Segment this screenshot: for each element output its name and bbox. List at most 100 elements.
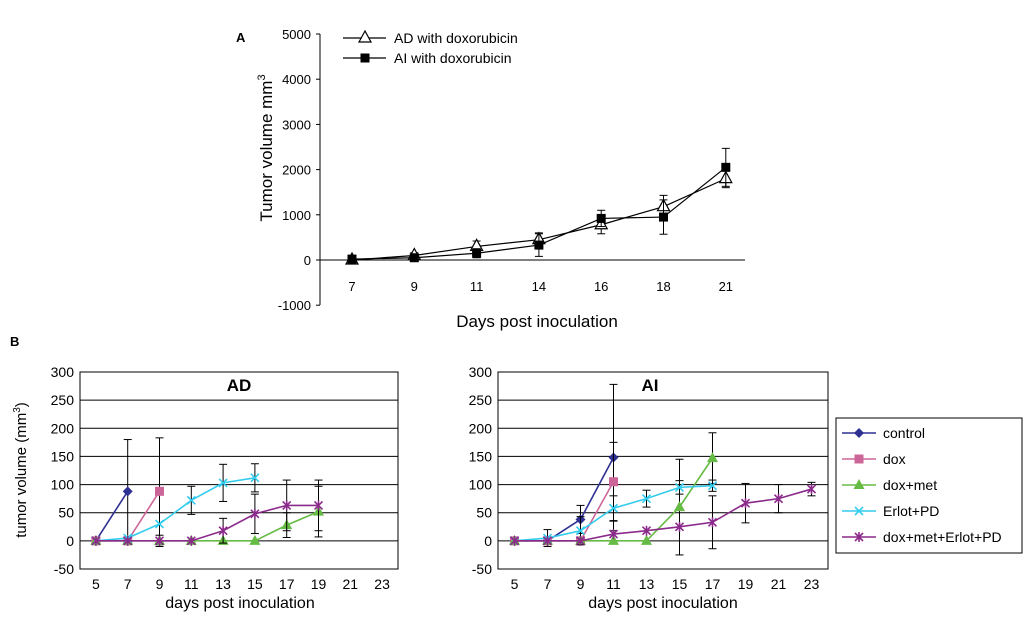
panel-ai-series-line-2 — [514, 481, 615, 542]
panel-ad-x-tick-label: 7 — [124, 576, 132, 592]
panel-ad-x-tick-label: 13 — [215, 576, 231, 592]
panel-ad-y-tick-label: 150 — [51, 448, 75, 464]
panel-ai-data-point — [641, 525, 652, 536]
panel-ai-x-tick-label: 21 — [771, 576, 787, 592]
panel-ai-y-tick-label: 200 — [469, 420, 493, 436]
panel-a-data-point — [534, 240, 544, 250]
panel-a-y-tick-label: 5000 — [282, 27, 311, 42]
panel-ai-data-point — [806, 484, 817, 495]
panel-ad-x-tick-label: 17 — [279, 576, 295, 592]
panel-ai-data-point — [674, 501, 685, 512]
panel-ad-y-tick-label: 200 — [51, 420, 75, 436]
panel-ad-y-tick-label: 0 — [66, 533, 74, 549]
panel-a-data-point — [347, 254, 357, 264]
panel-ai-x-tick-label: 13 — [639, 576, 655, 592]
panel-ai-data-point — [608, 503, 619, 513]
panel-ai-x-tick-label: 15 — [672, 576, 688, 592]
panel-ai-series-line-1 — [514, 457, 615, 542]
panel-ai-y-tick-label: 0 — [484, 533, 492, 549]
legend-label-4: Erlot+PD — [883, 503, 939, 519]
panel-ad-data-point — [154, 519, 165, 529]
panel-a-legend-label: AI with doxorubicin — [394, 50, 512, 66]
panel-ad-x-tick-label: 23 — [374, 576, 390, 592]
panel-ai-data-point — [674, 482, 685, 492]
panel-ad-data-point — [186, 535, 196, 546]
legend-marker-1 — [854, 428, 864, 438]
panel-ad-data-point — [154, 535, 165, 546]
panel-a-x-tick-label: 7 — [348, 279, 355, 294]
panel-ai-x-tick-label: 9 — [577, 576, 585, 592]
panel-ad-y-tick-label: 300 — [51, 364, 75, 380]
panel-ai-x-tick-label: 17 — [705, 576, 721, 592]
panel-b-legend: control dox dox+met Erlot+PD dox+met+Erlot+P… — [835, 417, 1023, 554]
panel-ai-data-point — [641, 534, 652, 545]
panel-ai-data-point — [707, 517, 718, 528]
legend-marker-4 — [854, 506, 864, 516]
panel-ad-data-point — [122, 486, 133, 497]
panel-ai-plot-area — [497, 371, 829, 570]
panel-ai-x-tick-label: 19 — [738, 576, 754, 592]
panel-ad-y-tick-label: 50 — [58, 505, 74, 521]
panel-a-data-point — [659, 212, 668, 222]
panel-ad-title: AD — [227, 376, 252, 395]
panel-ad-data-point — [218, 525, 228, 536]
panel-ad-data-point — [250, 508, 260, 519]
legend-marker-3 — [853, 479, 865, 489]
panel-a-x-tick-label: 11 — [470, 279, 484, 294]
panel-a-data-point — [472, 248, 482, 258]
legend-marker-2 — [854, 454, 864, 464]
panel-ai-data-point — [575, 535, 586, 546]
panel-ai-y-tick-label: 150 — [469, 448, 493, 464]
panel-ad-data-point — [186, 495, 196, 505]
panel-ad-x-tick-label: 11 — [184, 576, 199, 592]
panel-ai-data-point — [674, 521, 685, 532]
legend-label-5: dox+met+Erlot+PD — [883, 529, 1002, 545]
panel-a-data-point — [409, 253, 419, 263]
panel-a-data-point — [721, 162, 731, 172]
legend-marker-5 — [854, 532, 864, 542]
panel-ad-series-line-1 — [95, 490, 129, 542]
panel-ad-y-tick-label: 100 — [51, 477, 75, 493]
panel-ai-data-point — [773, 493, 784, 504]
panel-a-x-axis-title: Days post inoculation — [456, 312, 618, 331]
panel-ai-data-point — [707, 452, 718, 463]
panel-ai-y-tick-label: 300 — [469, 364, 493, 380]
panel-a-legend-marker — [360, 53, 370, 63]
panel-ai-data-point — [509, 535, 520, 546]
panel-ai-data-point — [608, 529, 619, 540]
panel-a-y-tick-label: 3000 — [282, 117, 311, 132]
panel-b-ad: -50 0 50 100 150 200 250 300 5 7 9 11 13 15 17 19 21 23 A… — [12, 364, 399, 612]
panel-ad-series-line-4 — [95, 477, 256, 542]
panel-a-x-tick-label: 18 — [656, 279, 670, 294]
panel-a-x-tick-label: 21 — [719, 279, 733, 294]
panel-label-a: A — [236, 30, 246, 45]
panel-ai-y-tick-label: 50 — [476, 505, 492, 521]
panel-ad-x-tick-label: 21 — [343, 576, 359, 592]
panel-a-legend-label: AD with doxorubicin — [394, 30, 518, 46]
panel-ai-data-point — [608, 534, 619, 545]
panel-ad-data-point — [218, 478, 228, 488]
panel-ai-y-tick-label: -50 — [472, 561, 492, 577]
panel-ad-plot-area — [79, 371, 399, 570]
panel-a: A -1000 0 1000 2000 3000 4000 5000 7 9 11 14 16 18 2… — [236, 27, 745, 331]
panel-a-y-tick-label: 4000 — [282, 72, 311, 87]
legend-label-1: control — [883, 425, 925, 441]
panel-ad-data-point — [249, 534, 261, 545]
panel-ai-data-point — [740, 498, 751, 509]
panel-ad-data-point — [155, 486, 164, 496]
panel-ad-x-tick-label: 9 — [156, 576, 164, 592]
panel-ai-data-point — [707, 481, 718, 491]
panel-ad-x-tick-label: 5 — [92, 576, 100, 592]
panel-ai-x-tick-label: 5 — [511, 576, 519, 592]
panel-ad-data-point — [91, 535, 101, 546]
panel-a-x-tick-label: 16 — [594, 279, 608, 294]
panel-ai-title: AI — [642, 376, 659, 395]
panel-a-legend-marker — [357, 29, 373, 43]
panel-ad-x-axis-title: days post inoculation — [165, 595, 314, 612]
panel-ai-series-line-5 — [514, 488, 812, 542]
panel-ad-x-tick-label: 15 — [247, 576, 263, 592]
panel-ad-data-point — [282, 500, 292, 511]
panel-ad-y-tick-label: -50 — [54, 561, 74, 577]
panel-a-y-tick-label: 0 — [304, 253, 311, 268]
panel-a-y-tick-label: 1000 — [282, 208, 311, 223]
